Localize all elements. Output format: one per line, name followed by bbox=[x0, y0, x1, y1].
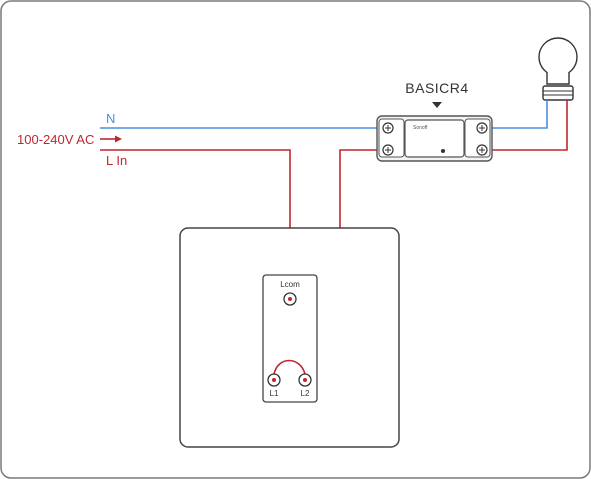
pointer-down-icon bbox=[432, 102, 442, 108]
neutral-wire-load bbox=[485, 100, 548, 129]
light-bulb-icon bbox=[538, 37, 578, 101]
device-model-label: BASICR4 bbox=[405, 80, 468, 96]
l2-label: L2 bbox=[301, 389, 310, 398]
switch-contact-arc bbox=[273, 359, 306, 375]
live-out-wire bbox=[485, 100, 568, 151]
device-brand-label: Sonoff bbox=[413, 125, 428, 131]
lcom-label: Lcom bbox=[280, 280, 300, 289]
l1-label: L1 bbox=[270, 389, 279, 398]
neutral-label: N bbox=[106, 111, 115, 126]
supply-arrow-icon bbox=[100, 135, 122, 143]
voltage-label: 100-240V AC bbox=[17, 132, 94, 147]
basicr4-device bbox=[376, 115, 493, 162]
live-in-label: L In bbox=[106, 153, 127, 168]
